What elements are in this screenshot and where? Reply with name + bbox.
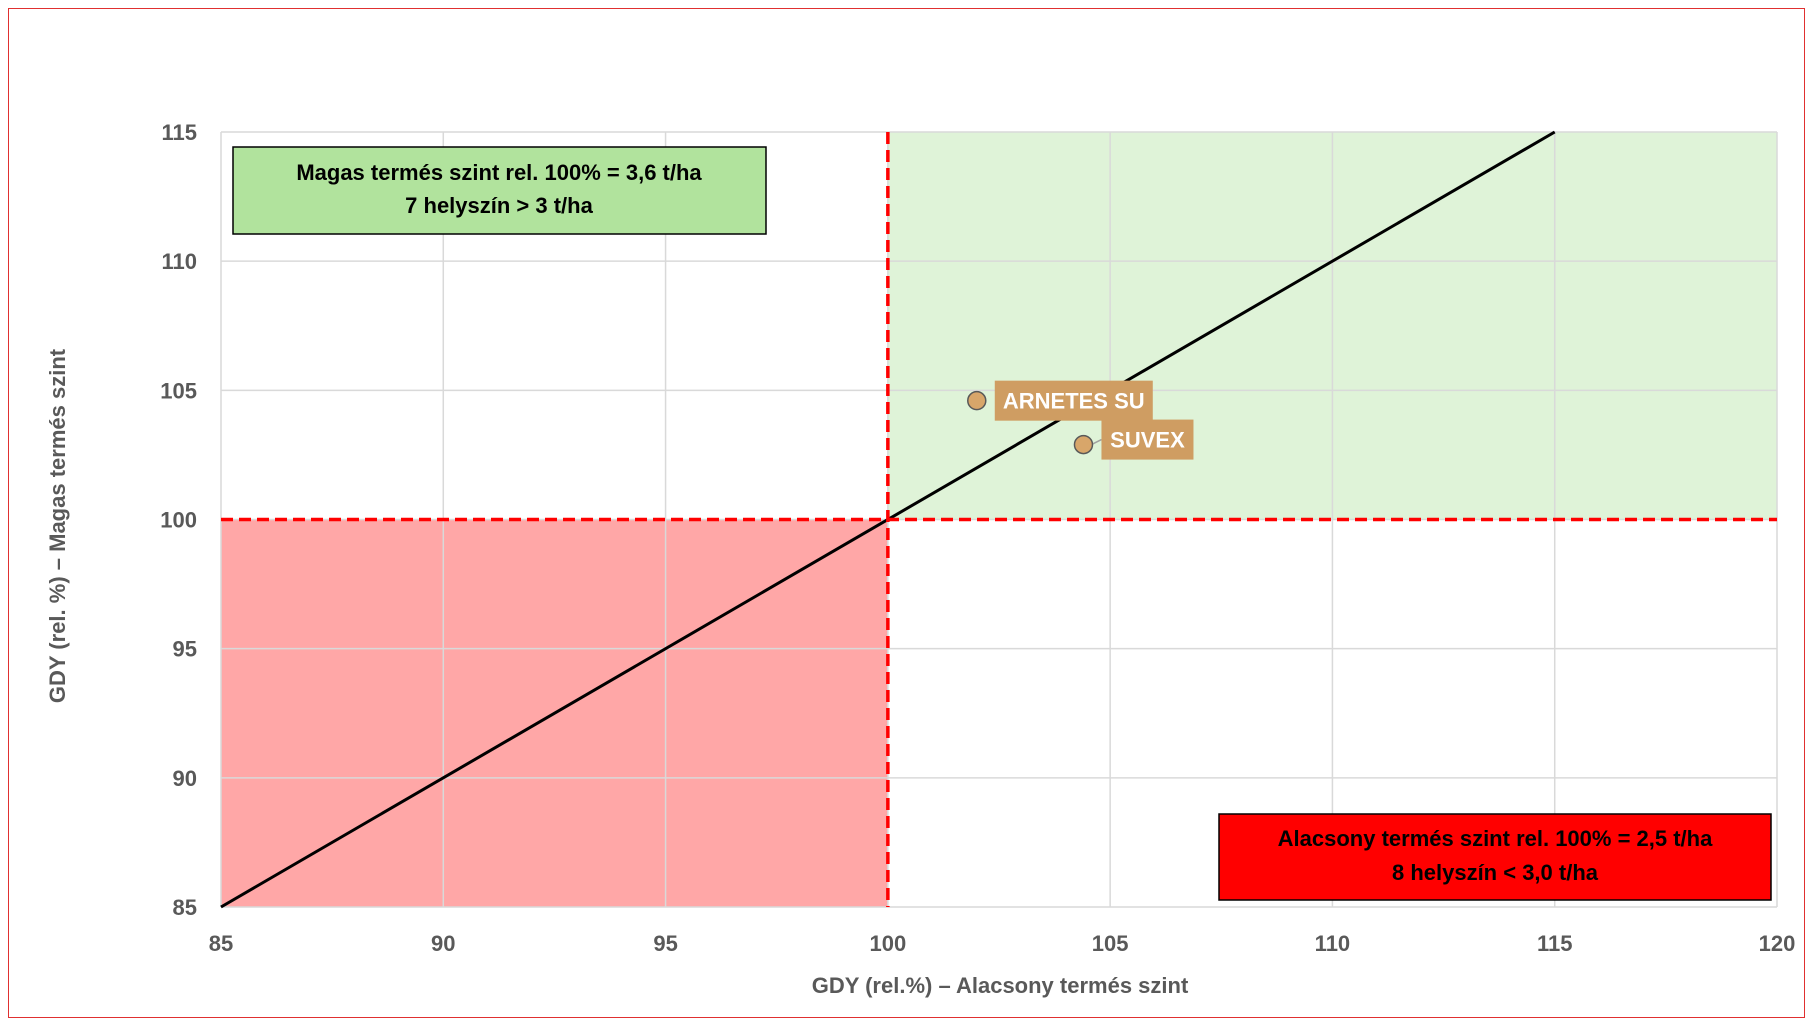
y-axis-title: GDY (rel. %) – Magas termés szint — [45, 348, 70, 703]
ticks-layer: 85 90 95 100 105 110 115 120 85 90 95 100 105 110 115 — [160, 120, 1795, 956]
x-tick-label: 115 — [1537, 931, 1573, 956]
y-tick-label: 90 — [173, 766, 197, 791]
point-label: SUVEX — [1110, 428, 1185, 453]
x-tick-label: 95 — [653, 931, 677, 956]
data-point — [1073, 434, 1094, 455]
x-tick-label: 90 — [431, 931, 455, 956]
y-tick-label: 85 — [173, 895, 197, 920]
high-yield-line2: 7 helyszín > 3 t/ha — [405, 193, 593, 218]
point-label-bg — [994, 380, 1153, 421]
low-yield-line1: Alacsony termés szint rel. 100% = 2,5 t/… — [1278, 826, 1713, 851]
data-point — [967, 390, 987, 411]
annotation-layer: Magas termés szint rel. 100% = 3,6 t/ha … — [232, 146, 1772, 901]
y-tick-label: 95 — [173, 637, 197, 662]
threshold-layer — [221, 132, 1777, 907]
x-tick-label: 100 — [869, 931, 906, 956]
points-layer: ARNETES SU SUVEX — [967, 380, 1194, 460]
x-axis-title: GDY (rel.%) – Alacsony termés szint — [812, 973, 1189, 998]
low-yield-line2: 8 helyszín < 3,0 t/ha — [1392, 860, 1599, 885]
point-label-bg — [1101, 419, 1194, 460]
y-tick-label: 100 — [160, 508, 197, 533]
x-tick-label: 85 — [209, 931, 233, 956]
x-tick-label: 105 — [1092, 931, 1129, 956]
low-yield-box — [1218, 813, 1772, 901]
y-tick-label: 105 — [160, 378, 197, 403]
x-tick-label: 120 — [1759, 931, 1796, 956]
high-yield-line1: Magas termés szint rel. 100% = 3,6 t/ha — [296, 160, 702, 185]
y-tick-label: 110 — [162, 249, 198, 274]
point-label: ARNETES SU — [1003, 389, 1145, 414]
high-yield-box — [232, 146, 767, 235]
x-tick-label: 110 — [1315, 931, 1351, 956]
y-tick-label: 115 — [162, 120, 198, 145]
